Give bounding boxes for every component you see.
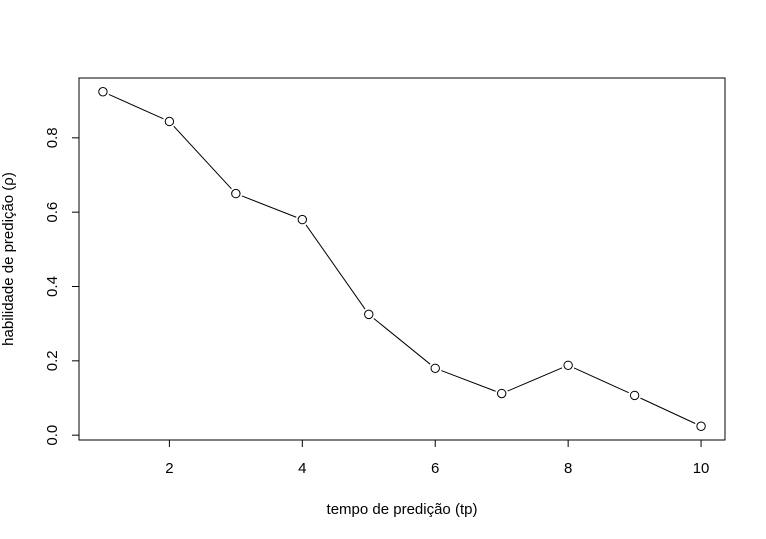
- series-line-segment: [640, 397, 696, 424]
- series-line-segment: [173, 125, 232, 190]
- series-line-segment: [373, 318, 431, 365]
- data-point: [364, 309, 374, 320]
- data-series: [98, 87, 706, 431]
- series-line-segment: [507, 367, 563, 392]
- y-tick-label: 0.6: [44, 202, 61, 223]
- data-point: [430, 363, 440, 373]
- y-tick-label: 0.8: [44, 127, 61, 148]
- x-tick-label: 4: [298, 460, 306, 477]
- y-axis: 0.0 0.2 0.4 0.6 0.8: [44, 127, 80, 446]
- data-point: [231, 188, 241, 199]
- data-point: [496, 388, 507, 399]
- y-tick-label: 0.2: [44, 350, 61, 371]
- x-tick-label: 8: [564, 460, 572, 477]
- x-tick-label: 10: [693, 460, 710, 477]
- data-point: [696, 421, 706, 431]
- series-line-segment: [241, 195, 297, 218]
- x-axis: 2 4 6 8 10: [165, 439, 710, 477]
- data-point: [563, 360, 573, 370]
- data-point: [629, 390, 640, 401]
- x-tick-label: 2: [165, 460, 173, 477]
- data-point: [98, 87, 108, 97]
- series-line-segment: [441, 370, 496, 392]
- series-line-segment: [108, 93, 164, 120]
- plot-frame: [78, 77, 726, 441]
- data-point: [297, 214, 308, 225]
- series-line-segment: [573, 367, 629, 394]
- y-tick-label: 0.4: [44, 276, 61, 297]
- x-axis-label: tempo de predição (tp): [327, 501, 478, 518]
- x-tick-label: 6: [431, 460, 439, 477]
- data-point: [164, 116, 175, 127]
- y-axis-label: habilidade de predição (ρ): [0, 172, 17, 346]
- series-line-segment: [305, 224, 366, 310]
- y-tick-label: 0.0: [44, 425, 61, 446]
